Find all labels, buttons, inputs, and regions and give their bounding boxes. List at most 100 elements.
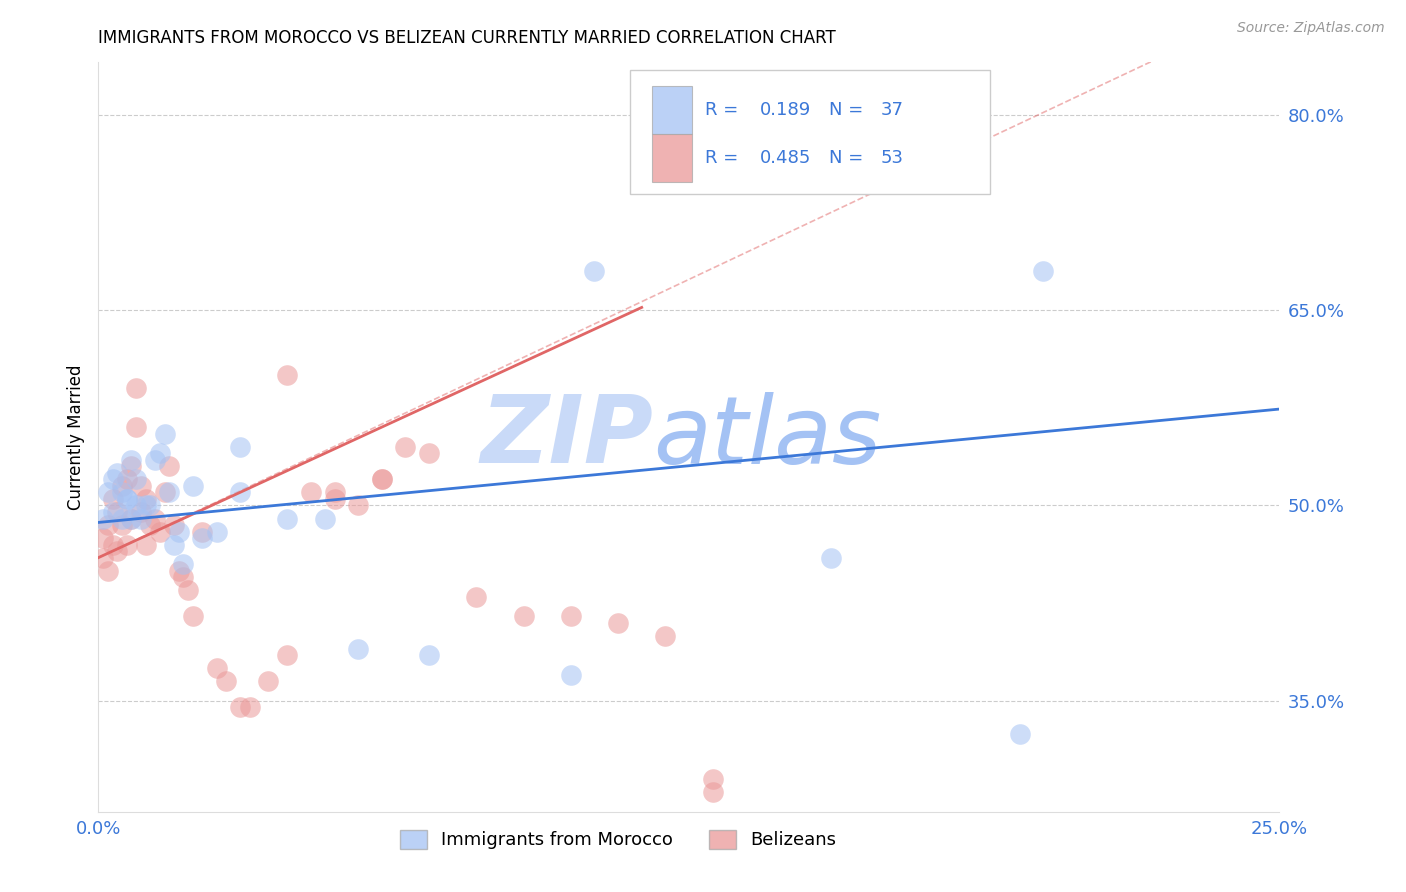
Point	[121, 459, 143, 474]
Point	[101, 491, 124, 506]
Point	[181, 609, 204, 624]
Legend: Immigrants from Morocco, Belizeans: Immigrants from Morocco, Belizeans	[392, 822, 844, 856]
Point	[276, 648, 298, 663]
Point	[418, 648, 440, 663]
Point	[97, 564, 120, 578]
Text: R =: R =	[706, 150, 744, 168]
Point	[163, 518, 186, 533]
Point	[121, 453, 143, 467]
Text: 0.485: 0.485	[759, 150, 811, 168]
Point	[111, 511, 134, 525]
Point	[371, 472, 394, 486]
Point	[101, 505, 124, 519]
Point	[323, 485, 346, 500]
Point	[135, 491, 157, 506]
Point	[129, 479, 152, 493]
Point	[205, 524, 228, 539]
Text: N =: N =	[830, 150, 869, 168]
Point	[105, 505, 128, 519]
Point	[167, 524, 190, 539]
Point	[394, 440, 416, 454]
Point	[105, 544, 128, 558]
Point	[139, 499, 162, 513]
Point	[135, 499, 157, 513]
Point	[347, 641, 370, 656]
Point	[323, 491, 346, 506]
Text: R =: R =	[706, 101, 744, 119]
Point	[371, 472, 394, 486]
Point	[702, 772, 724, 786]
Point	[465, 590, 488, 604]
Point	[229, 700, 252, 714]
Y-axis label: Currently Married: Currently Married	[66, 364, 84, 510]
Point	[181, 479, 204, 493]
Point	[115, 491, 138, 506]
Point	[153, 426, 176, 441]
Point	[205, 661, 228, 675]
Point	[91, 550, 114, 565]
Point	[560, 668, 582, 682]
Point	[111, 518, 134, 533]
Text: 0.189: 0.189	[759, 101, 811, 119]
Point	[276, 368, 298, 383]
Point	[172, 557, 194, 571]
Point	[135, 538, 157, 552]
Text: Source: ZipAtlas.com: Source: ZipAtlas.com	[1237, 21, 1385, 35]
Point	[167, 564, 190, 578]
Point	[276, 511, 298, 525]
Text: atlas: atlas	[654, 392, 882, 483]
Text: IMMIGRANTS FROM MOROCCO VS BELIZEAN CURRENTLY MARRIED CORRELATION CHART: IMMIGRANTS FROM MOROCCO VS BELIZEAN CURR…	[98, 29, 837, 47]
Text: ZIP: ZIP	[481, 391, 654, 483]
Point	[91, 531, 114, 545]
Text: N =: N =	[830, 101, 869, 119]
Point	[229, 485, 252, 500]
Point	[115, 538, 138, 552]
Point	[139, 518, 162, 533]
Point	[149, 446, 172, 460]
Point	[101, 472, 124, 486]
Point	[702, 785, 724, 799]
Point	[1032, 264, 1054, 278]
Point	[97, 518, 120, 533]
Point	[820, 550, 842, 565]
Point	[299, 485, 322, 500]
Point	[143, 453, 166, 467]
Point	[560, 609, 582, 624]
Point	[347, 499, 370, 513]
Point	[115, 472, 138, 486]
Point	[143, 511, 166, 525]
Point	[191, 524, 214, 539]
Point	[215, 674, 238, 689]
Point	[149, 524, 172, 539]
FancyBboxPatch shape	[652, 135, 693, 183]
Point	[172, 570, 194, 584]
Point	[101, 538, 124, 552]
Point	[239, 700, 262, 714]
Point	[229, 440, 252, 454]
Point	[314, 511, 336, 525]
Point	[125, 381, 148, 395]
Point	[191, 531, 214, 545]
Point	[97, 485, 120, 500]
Point	[91, 511, 114, 525]
Point	[157, 485, 180, 500]
Point	[121, 511, 143, 525]
Point	[125, 420, 148, 434]
Point	[1008, 726, 1031, 740]
Point	[111, 485, 134, 500]
Point	[654, 629, 676, 643]
Point	[125, 499, 148, 513]
Point	[163, 538, 186, 552]
Point	[607, 615, 630, 630]
Point	[583, 264, 606, 278]
Point	[129, 511, 152, 525]
Point	[153, 485, 176, 500]
Point	[418, 446, 440, 460]
FancyBboxPatch shape	[652, 86, 693, 134]
Point	[129, 505, 152, 519]
Point	[125, 472, 148, 486]
Point	[115, 491, 138, 506]
Point	[105, 466, 128, 480]
Point	[177, 583, 200, 598]
Point	[512, 609, 534, 624]
